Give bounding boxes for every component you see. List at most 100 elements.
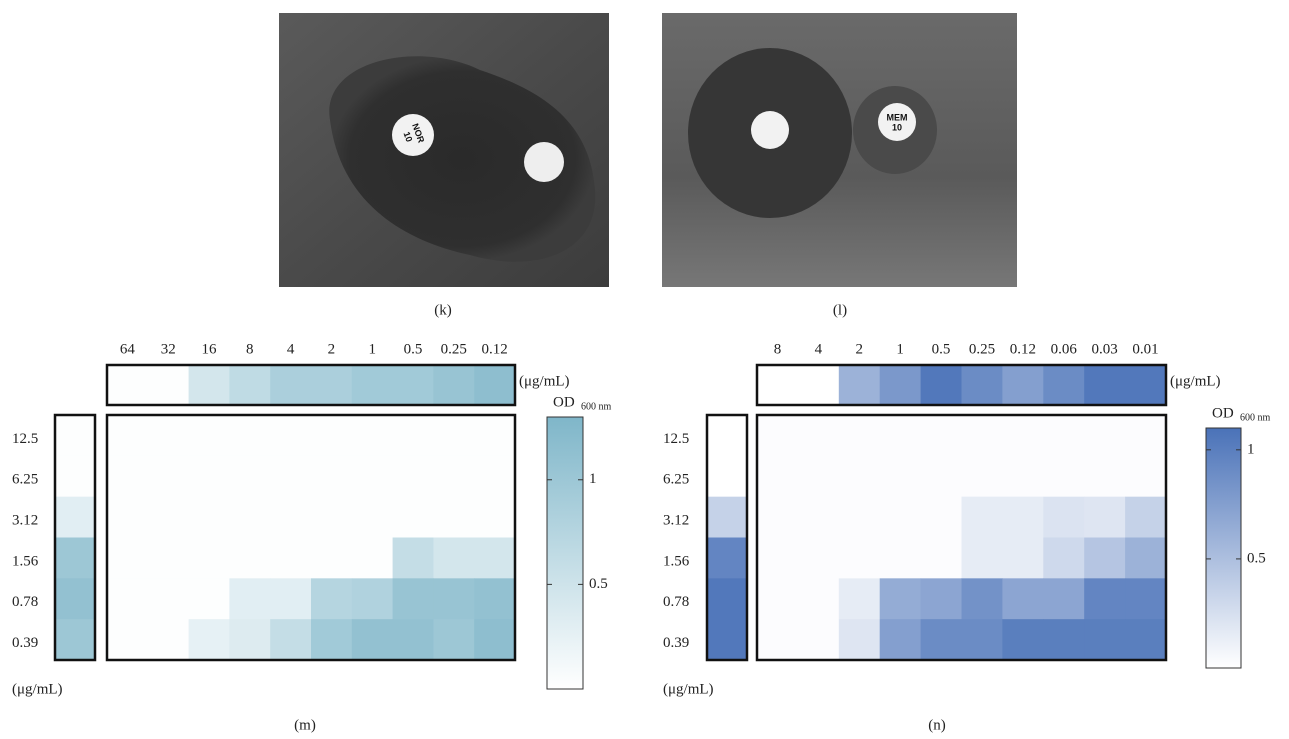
left-strip-cell: [55, 496, 95, 538]
heatmap-cell: [147, 455, 190, 498]
disk: [524, 142, 564, 182]
heatmap-cell: [1125, 455, 1167, 498]
x-tick-label: 64: [120, 341, 136, 357]
grid-frame: [105, 413, 517, 662]
strip-frame: [755, 363, 1168, 407]
heatmap-cell: [838, 537, 881, 579]
heatmap-cell: [797, 578, 840, 620]
heatmap-cell: [838, 619, 881, 661]
x-tick-label: 0.25: [441, 341, 467, 357]
heatmap-cell: [188, 455, 230, 498]
heatmap-cell: [229, 496, 271, 538]
disk: [392, 114, 434, 156]
heatmap-cell: [920, 619, 962, 661]
y-tick-label: 6.25: [663, 472, 689, 488]
heatmap-cell: [147, 415, 190, 457]
heatmap-cell: [270, 455, 312, 498]
heatmap-cell: [107, 619, 149, 661]
heatmap-cell: [920, 496, 962, 538]
top-strip-cell: [270, 365, 312, 405]
x-tick-label: 0.12: [1010, 341, 1036, 357]
heatmap-cell: [879, 415, 922, 457]
heatmap-cell: [147, 496, 190, 538]
heatmap-cell: [433, 415, 475, 457]
heatmap-cell: [270, 415, 312, 457]
x-tick-label: 0.5: [404, 341, 423, 357]
top-strip-cell: [879, 365, 922, 405]
heatmap-cell: [433, 496, 475, 538]
heatmap-cell: [1002, 415, 1044, 457]
heatmap-cell: [433, 578, 475, 620]
heatmap-cell: [1002, 619, 1044, 661]
heatmap-cell: [311, 415, 353, 457]
heatmap-cell: [757, 415, 799, 457]
x-tick-label: 0.5: [932, 341, 951, 357]
heatmap-cell: [757, 537, 799, 579]
heatmap-cell: [474, 619, 516, 661]
heatmap-cell: [392, 415, 434, 457]
colorbar-tick-label: 1: [1247, 441, 1255, 457]
colorbar-tick-label: 0.5: [589, 576, 608, 592]
y-tick-label: 0.39: [663, 635, 689, 651]
x-unit-label: (μg/mL): [519, 373, 570, 389]
heatmap-cell: [1043, 455, 1085, 498]
top-strip-cell: [433, 365, 475, 405]
heatmap-cell: [1043, 619, 1085, 661]
heatmap-cell: [392, 619, 434, 661]
heatmap-cell: [1084, 455, 1126, 498]
heatmap-cell: [961, 537, 1003, 579]
x-tick-label: 0.06: [1051, 341, 1078, 357]
x-tick-label: 4: [287, 341, 295, 357]
colorbar-label: OD: [1212, 405, 1234, 421]
heatmap-cell: [961, 415, 1003, 457]
x-tick-label: 0.03: [1092, 341, 1118, 357]
grid-frame: [755, 413, 1168, 662]
heatmap-cell: [920, 537, 962, 579]
disk: [751, 111, 789, 149]
left-strip-cell: [55, 455, 95, 498]
heatmap-cell: [147, 578, 190, 620]
x-tick-label: 1: [896, 341, 904, 357]
top-strip-cell: [311, 365, 353, 405]
heatmap-cell: [920, 455, 962, 498]
left-strip-cell: [707, 537, 747, 579]
panel-label: (n): [928, 717, 946, 733]
heatmap-cell: [433, 455, 475, 498]
colorbar: [546, 416, 584, 690]
heatmap-cell: [797, 537, 840, 579]
heatmap-cell: [188, 578, 230, 620]
heatmap-cell: [188, 496, 230, 538]
heatmap-cell: [920, 415, 962, 457]
heatmap-cell: [229, 415, 271, 457]
colorbar-label: OD: [553, 394, 575, 410]
y-tick-label: 12.5: [663, 431, 689, 447]
photo-l: MEM 10: [662, 13, 1017, 287]
heatmap-cell: [879, 619, 922, 661]
heatmap-cell: [1125, 537, 1167, 579]
heatmap-cell: [757, 619, 799, 661]
colorbar-label-sub: 600 nm: [1240, 412, 1271, 423]
heatmap-cell: [351, 455, 394, 498]
heatmap-cell: [757, 496, 799, 538]
heatmap-cell: [474, 455, 516, 498]
colorbar-label-sub: 600 nm: [581, 401, 612, 412]
x-tick-label: 0.01: [1132, 341, 1158, 357]
left-strip-cell: [707, 578, 747, 620]
heatmap-cell: [1084, 619, 1126, 661]
heatmap-cell: [1084, 496, 1126, 538]
x-tick-label: 16: [202, 341, 218, 357]
heatmap-cell: [797, 455, 840, 498]
heatmap-cell: [1043, 496, 1085, 538]
heatmap-cell: [961, 619, 1003, 661]
x-tick-label: 8: [246, 341, 254, 357]
heatmap-cell: [879, 578, 922, 620]
heatmap-cell: [920, 578, 962, 620]
heatmap-cell: [107, 415, 149, 457]
top-strip-cell: [961, 365, 1003, 405]
strip-frame: [105, 363, 517, 407]
heatmap-cell: [433, 619, 475, 661]
panel-label: (m): [294, 717, 316, 733]
heatmap-cell: [797, 496, 840, 538]
heatmap-cell: [147, 537, 190, 579]
heatmap-cell: [838, 578, 881, 620]
